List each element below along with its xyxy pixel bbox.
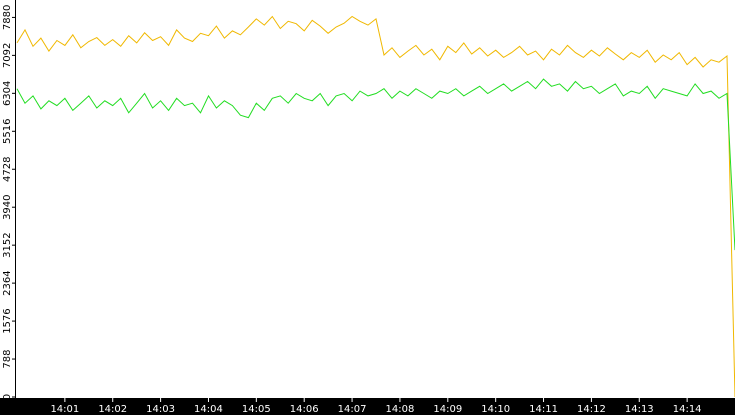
x-tick-label: 14:09: [433, 404, 462, 415]
x-tick-label: 14:04: [194, 404, 223, 415]
x-tick-label: 14:13: [625, 404, 654, 415]
y-tick-label: 3152: [2, 232, 13, 257]
x-tick-label: 14:02: [98, 404, 127, 415]
x-axis-band: [0, 398, 735, 415]
x-tick-label: 14:10: [481, 404, 510, 415]
y-tick-label: 7880: [2, 5, 13, 30]
x-tick-label: 14:01: [50, 404, 79, 415]
y-tick-label: 3940: [2, 194, 13, 219]
x-tick-label: 14:11: [529, 404, 558, 415]
x-tick-label: 14:06: [290, 404, 319, 415]
series-line: [16, 78, 735, 251]
y-tick-label: 6304: [2, 81, 13, 106]
y-tick-label: 4728: [2, 157, 13, 182]
y-tick-label: 2364: [2, 270, 13, 295]
x-tick-label: 14:12: [577, 404, 606, 415]
y-tick-label: 788: [2, 349, 13, 368]
x-tick-label: 14:05: [242, 404, 271, 415]
x-tick-label: 14:03: [146, 404, 175, 415]
y-tick-label: 7092: [2, 43, 13, 68]
y-tick-label: 1576: [2, 308, 13, 333]
x-tick-label: 14:08: [386, 404, 415, 415]
x-tick-label: 14:07: [338, 404, 367, 415]
y-tick-label: 5516: [2, 119, 13, 144]
y-tick-label: 0: [2, 394, 13, 400]
series-line: [16, 15, 735, 398]
x-tick-label: 14:14: [673, 404, 702, 415]
